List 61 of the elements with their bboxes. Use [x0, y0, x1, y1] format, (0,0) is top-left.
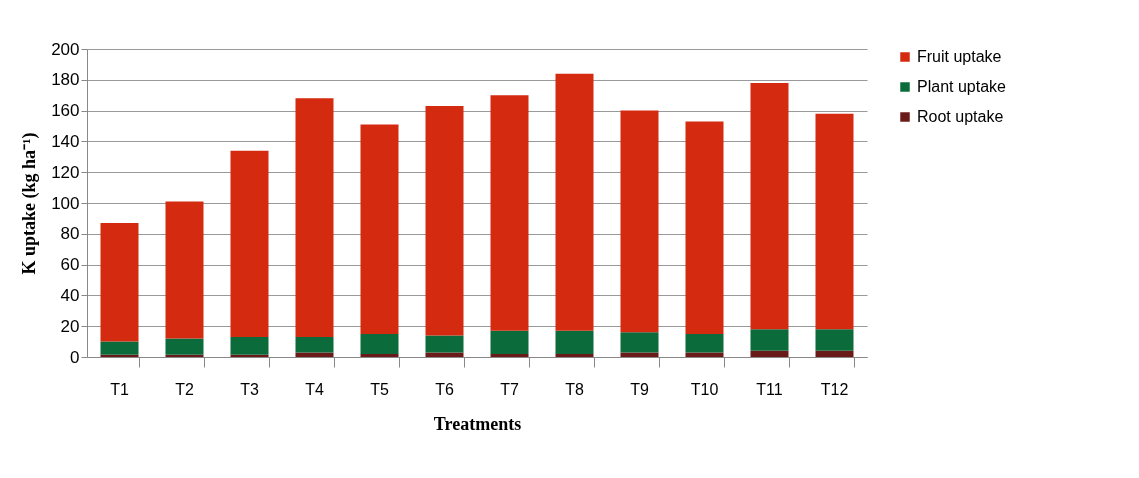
bar — [815, 113, 854, 330]
bar — [425, 105, 464, 336]
bar — [165, 201, 204, 339]
x-tick-label: T3 — [240, 380, 259, 398]
legend-label: Fruit uptake — [917, 48, 1002, 65]
x-tick-label: T9 — [630, 380, 649, 398]
x-tick-label: T4 — [305, 380, 324, 398]
y-tick-label: 80 — [60, 224, 80, 244]
bar — [685, 333, 724, 353]
bar — [685, 352, 724, 357]
bar — [230, 336, 269, 355]
bar — [815, 350, 854, 357]
bar — [555, 73, 594, 331]
bar — [360, 124, 399, 334]
y-tick-label: 20 — [60, 316, 80, 336]
bar — [100, 341, 139, 355]
bar — [230, 150, 269, 337]
bar — [425, 335, 464, 353]
bar — [750, 82, 789, 330]
legend-label: Plant uptake — [917, 78, 1007, 95]
y-tick-label: 160 — [51, 101, 80, 121]
x-tick-label: T11 — [756, 380, 783, 398]
bar — [750, 350, 789, 357]
y-tick-label: 100 — [51, 193, 80, 213]
bar — [425, 352, 464, 357]
x-tick-label: T10 — [690, 380, 719, 398]
x-tick-label: T7 — [500, 380, 519, 398]
y-axis-title: K uptake (kg ha⁻¹) — [19, 132, 41, 275]
bar — [815, 329, 854, 351]
bar — [360, 353, 399, 357]
legend-label: Root uptake — [917, 108, 1004, 125]
x-tick-label: T5 — [370, 380, 389, 398]
bar — [490, 95, 529, 331]
y-tick-label: 40 — [60, 285, 80, 305]
x-tick-label: T12 — [820, 380, 849, 398]
bar — [490, 353, 529, 357]
y-tick-label: 0 — [70, 347, 80, 367]
y-tick-label: 200 — [51, 39, 80, 59]
bar — [295, 336, 334, 353]
x-tick-label: T8 — [565, 380, 584, 398]
bar — [100, 223, 139, 342]
x-tick-label: T6 — [435, 380, 454, 398]
x-axis-title: Treatments — [433, 413, 522, 434]
bar — [295, 352, 334, 357]
x-tick-label: T1 — [110, 380, 129, 398]
bar — [750, 329, 789, 351]
bar — [165, 338, 204, 355]
bar — [620, 110, 659, 333]
bar — [620, 352, 659, 357]
bar — [685, 121, 724, 334]
bar — [360, 333, 399, 354]
y-tick-label: 60 — [60, 255, 80, 275]
bar — [620, 332, 659, 353]
y-tick-label: 120 — [51, 162, 80, 182]
y-tick-label: 180 — [51, 70, 80, 90]
bar — [555, 353, 594, 357]
bar — [490, 330, 529, 354]
y-tick-label: 140 — [51, 131, 80, 151]
x-tick-label: T2 — [175, 380, 194, 398]
bar — [295, 98, 334, 337]
bar — [555, 330, 594, 354]
